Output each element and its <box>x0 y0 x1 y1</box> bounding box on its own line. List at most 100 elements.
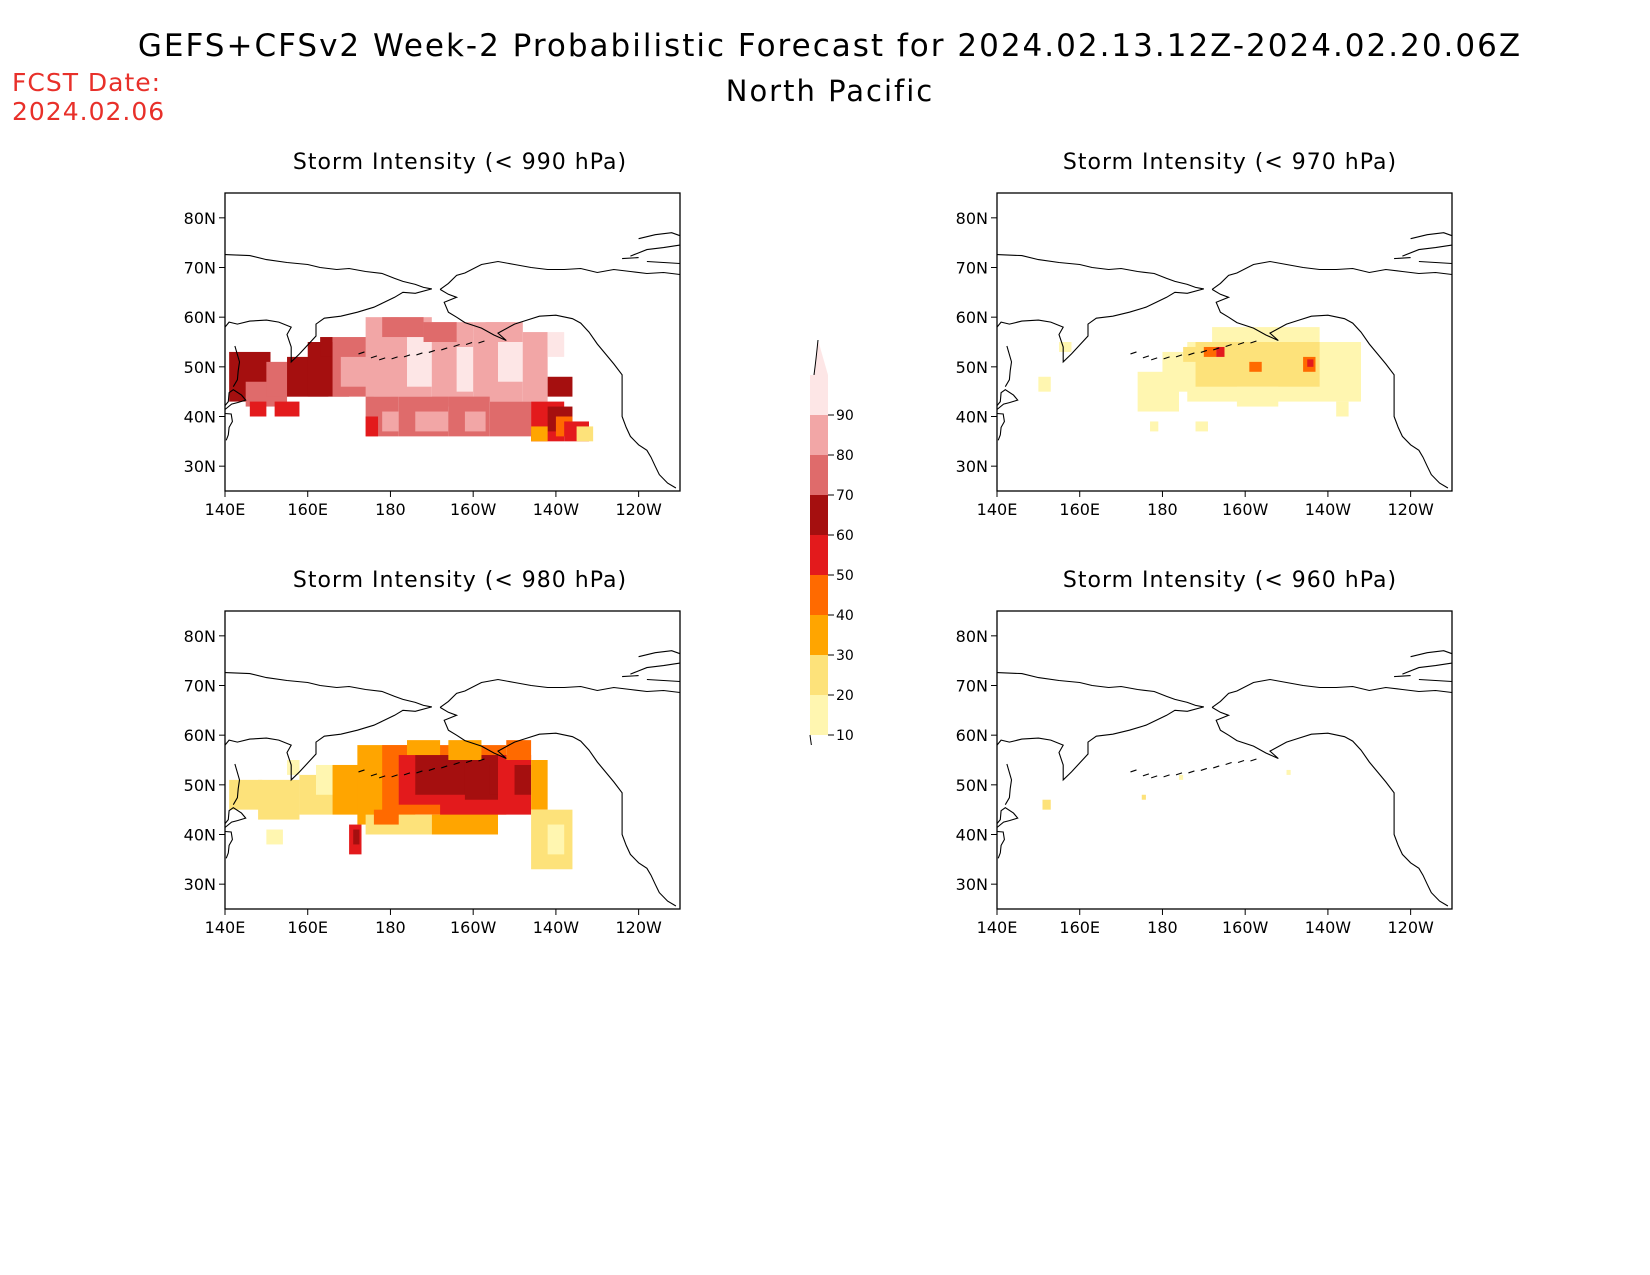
coastline <box>1402 662 1453 675</box>
probability-cell <box>576 426 594 442</box>
probability-cell <box>547 376 573 397</box>
probability-cell <box>1307 359 1314 367</box>
colorbar-cap-bottom <box>809 734 812 745</box>
coastline <box>1402 244 1453 257</box>
aleutian-island <box>453 761 460 765</box>
y-tick-label: 40N <box>184 408 216 427</box>
probability-cell <box>353 829 360 845</box>
panel-title-990: Storm Intensity (< 990 hPa) <box>292 150 628 175</box>
y-tick-label: 60N <box>956 726 988 745</box>
aleutian-island <box>1225 761 1232 765</box>
x-tick-label: 140W <box>1305 918 1352 937</box>
aleutian-island <box>403 354 411 358</box>
coastline <box>622 675 639 678</box>
coastline <box>1211 288 1449 489</box>
x-tick-label: 140W <box>1305 500 1352 519</box>
coastline <box>224 288 432 364</box>
coastline <box>224 389 247 410</box>
aleutian-island <box>1130 769 1137 773</box>
map-panel-970: 80N 70N 60N 50N 40N 30N 140E 160E 180 160W 140W 120… <box>956 192 1453 519</box>
coastline <box>996 830 1005 859</box>
coastline <box>439 706 677 907</box>
x-tick-label: 120W <box>1387 500 1434 519</box>
colorbar-label: 60 <box>836 528 854 544</box>
probability-cell <box>431 814 498 835</box>
probability-cell <box>440 799 498 820</box>
aleutian-island <box>379 357 386 361</box>
colorbar-segment <box>810 575 828 615</box>
aleutian-island <box>478 758 485 762</box>
y-tick-label: 70N <box>184 677 216 696</box>
coastline <box>996 288 1204 364</box>
y-tick-label: 80N <box>956 209 988 228</box>
probability-cell <box>547 332 565 357</box>
x-tick-label: 120W <box>615 918 662 937</box>
probability-cell <box>522 332 548 402</box>
probability-cell <box>382 317 424 338</box>
x-tick-label: 120W <box>1387 918 1434 937</box>
x-tick-label: 160E <box>287 918 328 937</box>
coastline <box>646 260 681 265</box>
aleutian-island <box>416 352 423 356</box>
aleutian-island <box>1237 341 1245 346</box>
aleutian-island <box>1213 347 1220 351</box>
coastline <box>996 412 1005 441</box>
y-tick-label: 30N <box>956 875 988 894</box>
forecast-date-block: FCST Date: 2024.02.06 <box>12 68 165 126</box>
probability-cell <box>423 322 457 342</box>
probability-cell <box>464 411 486 432</box>
probability-cell <box>274 401 300 417</box>
region-subtitle: North Pacific <box>725 74 935 108</box>
colorbar-label: 70 <box>836 488 854 504</box>
aleutian-island <box>465 341 473 346</box>
coastline <box>224 706 432 782</box>
x-tick-label: 140W <box>533 918 580 937</box>
coastline <box>638 232 681 240</box>
coastline <box>439 260 681 290</box>
probability-cell <box>258 779 300 820</box>
x-tick-label: 160E <box>1059 918 1100 937</box>
x-tick-label: 140E <box>205 918 246 937</box>
y-tick-label: 40N <box>956 408 988 427</box>
aleutian-island <box>441 347 448 351</box>
aleutian-island <box>453 343 460 347</box>
map-frame <box>996 192 1453 492</box>
coastline <box>996 672 1204 708</box>
x-tick-label: 180 <box>375 918 406 937</box>
probability-cell <box>1150 421 1159 432</box>
colorbar-label: 30 <box>836 648 854 664</box>
forecast-date-label: FCST Date: <box>12 68 162 97</box>
coastline <box>1211 678 1453 708</box>
coastline <box>630 244 681 257</box>
map-panel-960: 80N 70N 60N 50N 40N 30N 140E 160E 180 160W 140W 120… <box>956 610 1453 937</box>
aleutian-island <box>1175 772 1183 776</box>
probability-field <box>229 317 594 442</box>
coastline <box>996 706 1204 782</box>
aleutian-island <box>379 775 386 779</box>
probability-colorbar: 90 80 70 60 50 40 30 20 10 <box>809 339 854 745</box>
aleutian-island <box>358 769 365 773</box>
aleutian-island <box>358 351 365 355</box>
aleutian-island <box>370 355 378 359</box>
coastline <box>1004 345 1013 387</box>
probability-cell <box>1137 371 1179 412</box>
colorbar-segment <box>810 535 828 575</box>
aleutian-island <box>1225 343 1232 347</box>
probability-cell <box>1042 799 1051 810</box>
coastline <box>1394 675 1411 678</box>
probability-cell <box>266 829 283 845</box>
probability-cell <box>1179 774 1184 780</box>
aleutian-island <box>1142 355 1150 359</box>
x-tick-label: 180 <box>375 500 406 519</box>
colorbar-label: 40 <box>836 608 854 624</box>
probability-cell <box>320 337 333 357</box>
probability-field <box>1038 327 1361 432</box>
y-tick-label: 40N <box>956 826 988 845</box>
coastlines <box>996 650 1453 907</box>
coastline <box>224 412 233 441</box>
colorbar-label: 80 <box>836 448 854 464</box>
colorbar-label: 10 <box>836 728 854 744</box>
probability-cell <box>407 740 441 756</box>
aleutian-island <box>391 356 398 360</box>
x-tick-label: 160E <box>287 500 328 519</box>
